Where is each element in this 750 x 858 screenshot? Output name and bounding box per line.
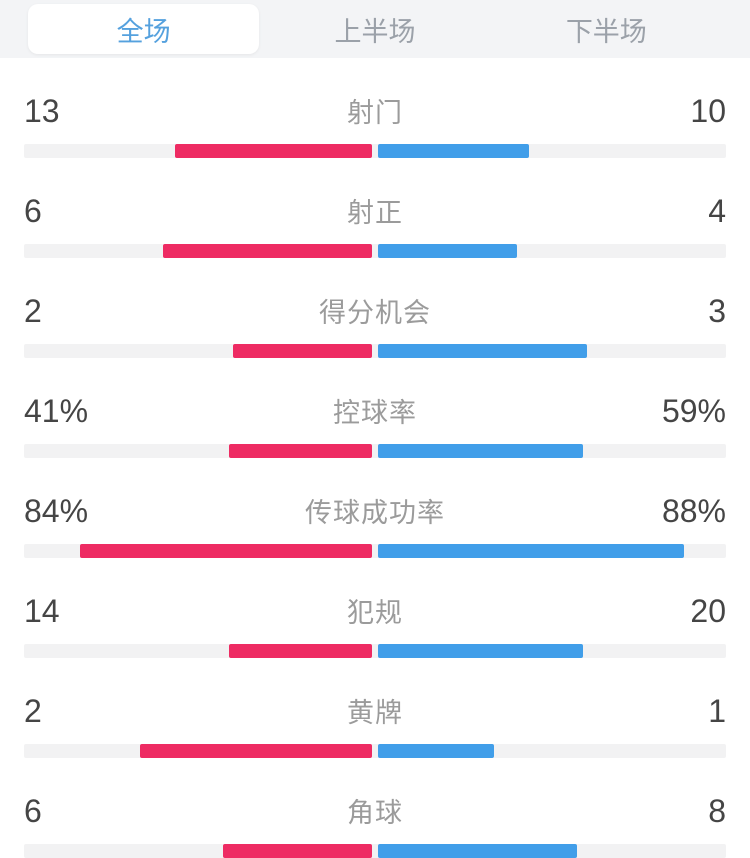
stat-row: 84% 传球成功率 88% xyxy=(0,458,750,558)
away-value: 20 xyxy=(690,593,726,629)
stat-row: 2 黄牌 1 xyxy=(0,658,750,758)
stat-text-line: 6 射正 4 xyxy=(24,192,726,232)
stat-text-line: 84% 传球成功率 88% xyxy=(24,492,726,532)
stats-list: 13 射门 10 6 射正 4 2 得分机会 xyxy=(0,58,750,858)
stat-label: 射正 xyxy=(347,198,403,228)
home-bar xyxy=(175,144,372,158)
home-value: 2 xyxy=(24,693,42,729)
home-value: 6 xyxy=(24,193,42,229)
away-value: 88% xyxy=(661,493,726,529)
away-bar xyxy=(378,444,584,458)
home-bar xyxy=(79,544,372,558)
period-tabbar: 全场 上半场 下半场 xyxy=(0,0,750,58)
stat-bar-track xyxy=(24,244,726,258)
tab-second-half-label: 下半场 xyxy=(565,16,647,47)
stat-text-line: 2 得分机会 3 xyxy=(24,292,726,332)
stat-label: 黄牌 xyxy=(347,698,403,728)
stat-row: 6 角球 8 xyxy=(0,758,750,858)
home-value: 2 xyxy=(24,293,42,329)
home-bar xyxy=(228,644,372,658)
tab-first-half[interactable]: 上半场 xyxy=(259,0,490,58)
stat-row: 13 射门 10 xyxy=(0,58,750,158)
stat-label: 控球率 xyxy=(333,398,417,428)
stat-text-line: 2 黄牌 1 xyxy=(24,692,726,732)
away-value: 1 xyxy=(708,693,726,729)
away-value: 3 xyxy=(708,293,726,329)
home-value: 13 xyxy=(24,93,60,129)
home-bar xyxy=(229,444,372,458)
stat-bar-track xyxy=(24,544,726,558)
away-bar xyxy=(378,844,577,858)
stat-bar-track xyxy=(24,444,726,458)
home-value: 14 xyxy=(24,593,60,629)
stat-bar-track xyxy=(24,744,726,758)
stat-row: 2 得分机会 3 xyxy=(0,258,750,358)
home-bar xyxy=(222,844,372,858)
stat-bar-track xyxy=(24,644,726,658)
tab-full-match[interactable]: 全场 xyxy=(28,4,260,54)
stat-bar-track xyxy=(24,844,726,858)
tab-full-match-label: 全场 xyxy=(116,16,171,47)
home-bar xyxy=(232,344,372,358)
stat-text-line: 41% 控球率 59% xyxy=(24,392,726,432)
stat-text-line: 6 角球 8 xyxy=(24,792,726,832)
away-bar xyxy=(378,144,530,158)
away-bar xyxy=(378,244,518,258)
home-bar xyxy=(140,744,372,758)
stat-label: 得分机会 xyxy=(319,298,431,328)
away-value: 4 xyxy=(708,193,726,229)
home-value: 6 xyxy=(24,793,42,829)
home-value: 41% xyxy=(24,393,89,429)
away-bar xyxy=(378,544,685,558)
tab-first-half-label: 上半场 xyxy=(334,16,416,47)
away-bar xyxy=(378,644,583,658)
stat-label: 犯规 xyxy=(347,598,403,628)
stat-row: 41% 控球率 59% xyxy=(0,358,750,458)
away-value: 59% xyxy=(661,393,726,429)
tab-second-half[interactable]: 下半场 xyxy=(491,0,722,58)
away-bar xyxy=(378,744,494,758)
away-bar xyxy=(378,344,587,358)
stat-row: 6 射正 4 xyxy=(0,158,750,258)
stat-row: 14 犯规 20 xyxy=(0,558,750,658)
home-value: 84% xyxy=(24,493,89,529)
away-value: 10 xyxy=(690,93,726,129)
home-bar xyxy=(163,244,372,258)
stat-label: 角球 xyxy=(347,798,403,828)
stat-bar-track xyxy=(24,344,726,358)
away-value: 8 xyxy=(708,793,726,829)
stat-label: 传球成功率 xyxy=(305,498,445,528)
stat-text-line: 13 射门 10 xyxy=(24,92,726,132)
stat-text-line: 14 犯规 20 xyxy=(24,592,726,632)
stat-label: 射门 xyxy=(347,98,403,128)
stat-bar-track xyxy=(24,144,726,158)
